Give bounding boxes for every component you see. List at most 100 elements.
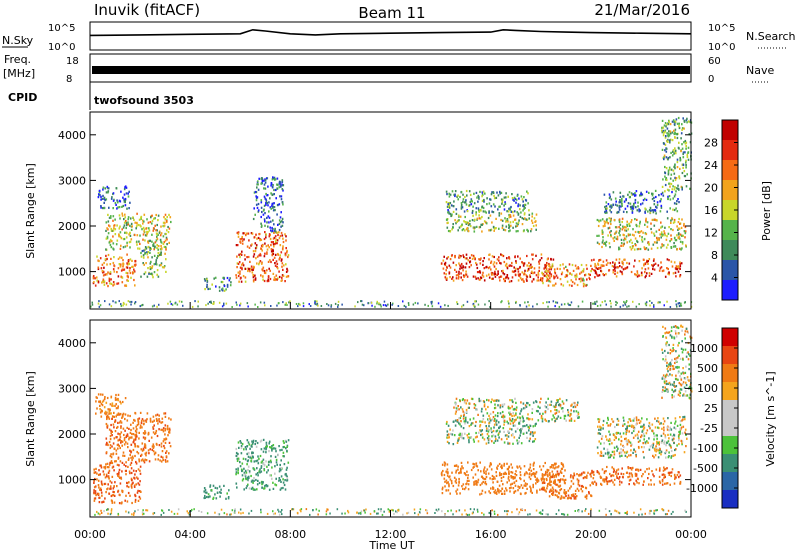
echo-cell [640,203,642,206]
echo-cell [534,475,536,478]
echo-cell [577,416,579,419]
echo-cell [226,285,229,288]
echo-cell [128,438,130,441]
echo-cell [137,482,139,485]
echo-cell [465,189,468,193]
echo-cell [511,414,513,418]
echo-cell [139,480,141,483]
echo-cell [255,203,258,206]
echo-cell [506,489,508,492]
echo-cell [242,264,245,267]
echo-cell [126,232,128,235]
echo-cell [636,468,638,471]
echo-cell [113,437,116,440]
echo-cell [496,467,499,470]
echo-cell [601,241,604,244]
echo-cell [536,303,538,306]
echo-cell [452,205,455,208]
echo-cell [556,470,559,473]
echo-cell [463,411,465,414]
echo-cell [557,410,559,413]
echo-cell [161,450,164,453]
echo-cell [510,224,512,227]
echo-cell [115,452,118,455]
echo-cell [330,304,333,307]
echo-cell [515,201,517,204]
echo-cell [458,270,460,273]
echo-cell [592,302,594,305]
echo-cell [586,267,588,270]
echo-cell [509,418,511,422]
echo-cell [630,472,633,475]
echo-cell [503,462,506,465]
echo-cell [515,479,518,482]
echo-cell [500,198,503,201]
echo-cell [124,201,126,204]
echo-cell [116,443,119,447]
echo-cell [209,301,211,303]
echo-cell [156,232,158,235]
echo-cell [252,441,254,444]
echo-cell [623,451,626,454]
echo-cell [108,216,111,219]
echo-cell [621,204,623,207]
echo-cell [116,425,119,429]
echo-cell [125,266,128,269]
echo-cell [636,209,639,212]
echo-cell [452,276,454,279]
echo-cell [281,274,284,277]
echo-cell [475,277,477,280]
echo-cell [103,406,106,409]
echo-cell [236,244,239,247]
echo-cell [603,223,606,226]
echo-cell [488,273,490,276]
echo-cell [462,427,465,430]
echo-cell [116,199,118,202]
echo-cell [261,481,264,484]
echo-cell [495,419,498,422]
echo-cell [112,465,115,468]
echo-cell [98,193,100,196]
echo-cell [236,255,238,258]
echo-cell [511,261,513,265]
echo-cell [357,301,359,304]
echo-cell [121,228,123,231]
echo-cell [131,259,133,262]
echo-cell [255,460,257,463]
echo-cell [105,451,108,454]
echo-cell [145,247,148,250]
echo-cell [276,239,279,242]
echo-cell [153,217,155,220]
echo-cell [501,403,504,406]
echo-cell [527,425,530,429]
echo-cell [544,405,546,408]
echo-cell [662,269,665,272]
echo-cell [510,205,512,209]
echo-cell [271,448,273,451]
echo-cell [603,471,606,475]
echo-cell [527,413,529,416]
echo-cell [247,455,250,458]
echo-cell [282,189,284,192]
echo-cell [527,229,529,232]
echo-cell [485,475,488,479]
echo-cell [558,480,561,484]
echo-cell [635,244,637,247]
echo-cell [107,190,110,193]
echo-cell [114,233,117,236]
echo-cell [521,415,524,418]
echo-cell [494,272,496,275]
echo-cell [269,277,272,281]
echo-cell [106,462,109,465]
echo-cell [604,224,606,227]
echo-cell [451,228,453,231]
echo-cell [194,300,196,303]
echo-cell [539,465,541,468]
echo-cell [109,454,112,458]
echo-cell [132,481,134,484]
echo-cell [528,264,531,268]
echo-cell [137,499,140,502]
echo-cell [276,183,278,186]
echo-cell [675,152,677,155]
echo-cell [446,463,449,466]
